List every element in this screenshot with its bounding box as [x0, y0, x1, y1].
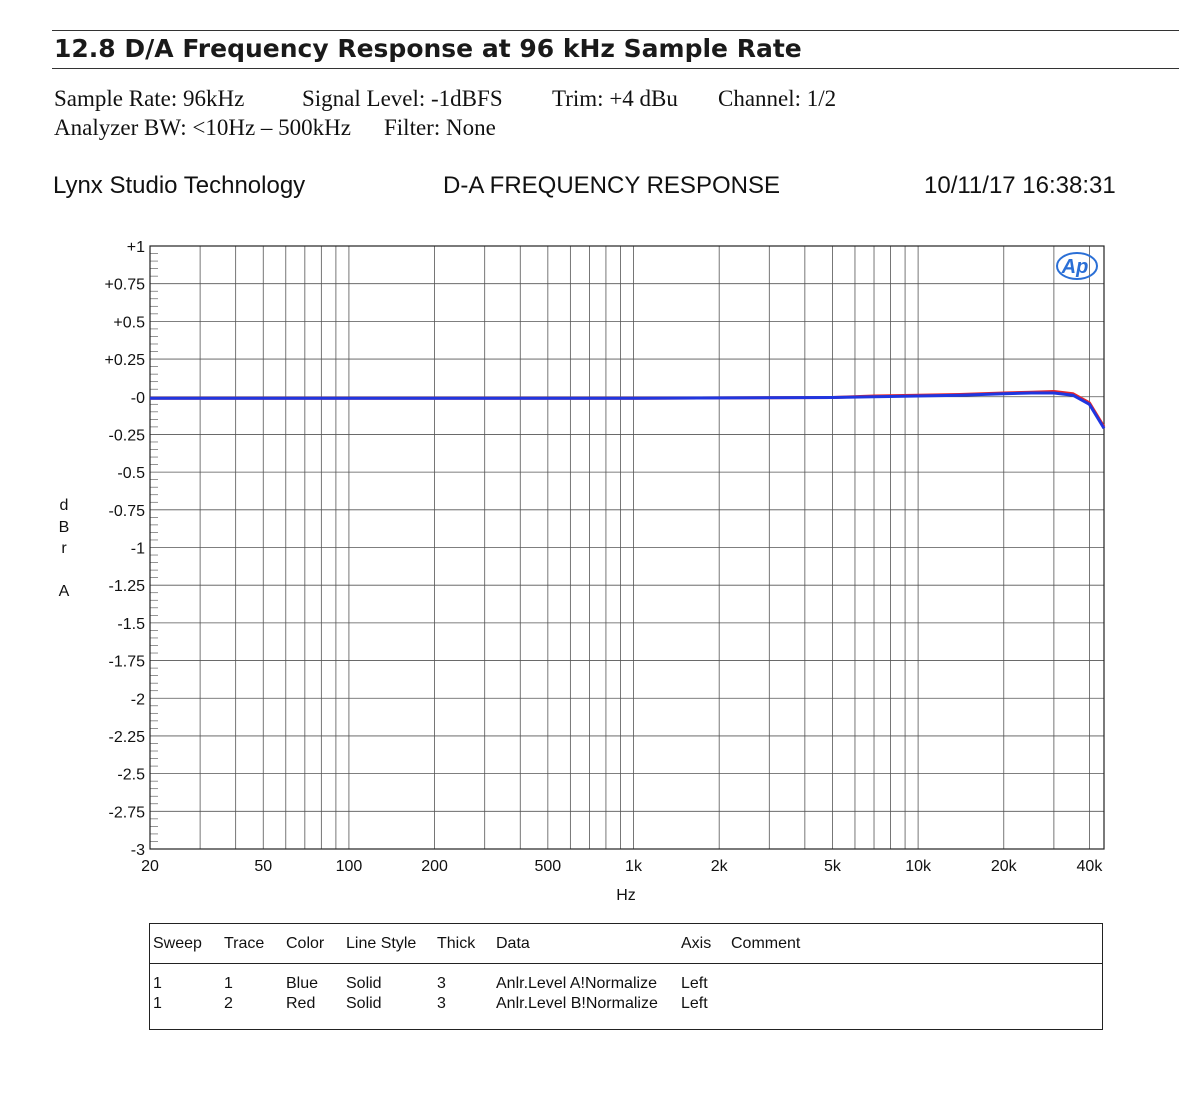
- legend-cell-trace: 2: [224, 995, 233, 1012]
- y-tick-label: -1.75: [109, 654, 146, 671]
- traces: [150, 390, 1106, 430]
- legend-header-axis: Axis: [681, 935, 712, 952]
- x-tick-label: 10k: [905, 858, 932, 875]
- legend-cell-trace: 1: [224, 975, 233, 992]
- y-tick-label: -0.25: [109, 427, 146, 444]
- meta-sample-rate: Sample Rate: 96kHz: [54, 86, 245, 111]
- x-axis-label: Hz: [616, 887, 636, 904]
- legend-cell-axis: Left: [681, 995, 708, 1012]
- y-tick-label: -2: [131, 691, 145, 708]
- y-tick-label: +0.5: [113, 314, 145, 331]
- meta-trim: Trim: +4 dBu: [552, 86, 678, 111]
- y-tick-label: -2.25: [109, 729, 146, 746]
- y-tick-label: -2.75: [109, 804, 146, 821]
- y-grid: [150, 245, 1104, 850]
- y-tick-label: +1: [127, 239, 145, 256]
- y-tick-label: -3: [131, 842, 145, 859]
- top-rule: [52, 30, 1179, 31]
- x-tick-label: 40k: [1077, 858, 1104, 875]
- y-tick-label: +0.25: [105, 352, 146, 369]
- x-tick-label: 5k: [824, 858, 842, 875]
- legend-cell-data: Anlr.Level A!Normalize: [496, 975, 657, 992]
- x-tick-labels: 20 50 100 200 500 1k 2k 5k 10k 20k 40k: [141, 858, 1103, 875]
- title-underline: [52, 68, 1179, 69]
- legend-cell-sweep: 1: [153, 975, 162, 992]
- legend-cell-line-style: Solid: [346, 975, 382, 992]
- y-tick-label: -1.25: [109, 578, 146, 595]
- meta-filter: Filter: None: [384, 115, 496, 140]
- chart-title: D-A FREQUENCY RESPONSE: [443, 172, 780, 199]
- legend-cell-line-style: Solid: [346, 995, 382, 1012]
- y-axis-label-char: B: [59, 519, 70, 536]
- legend-cell-color: Blue: [286, 975, 319, 992]
- x-tick-label: 50: [254, 858, 272, 875]
- y-tick-label: -0: [131, 390, 145, 407]
- y-axis-label-char: r: [61, 540, 67, 557]
- y-minor-ticks: [150, 253, 158, 842]
- y-tick-labels: +1 +0.75 +0.5 +0.25 -0 -0.25 -0.5 -0.75 -1 -1.25 -…: [105, 239, 146, 859]
- company-name: Lynx Studio Technology: [53, 172, 306, 199]
- meta-analyzer-bw: Analyzer BW: <10Hz – 500kHz: [54, 115, 351, 140]
- legend-cell-sweep: 1: [153, 995, 162, 1012]
- meta-channel: Channel: 1/2: [718, 86, 837, 111]
- legend-header-sweep: Sweep: [153, 935, 202, 952]
- y-axis-label-char: d: [60, 497, 69, 514]
- ap-logo-text: Ap: [1061, 256, 1089, 278]
- x-tick-label: 20: [141, 858, 159, 875]
- legend-header-thick: Thick: [437, 935, 476, 952]
- y-tick-label: -1.5: [117, 616, 145, 633]
- x-tick-label: 2k: [711, 858, 729, 875]
- series-line-2: [150, 391, 1106, 430]
- x-tick-label: 200: [421, 858, 448, 875]
- y-axis-label-char: A: [59, 583, 70, 600]
- legend-header-comment: Comment: [731, 935, 801, 952]
- y-tick-label: -0.5: [117, 465, 145, 482]
- x-tick-label: 100: [336, 858, 363, 875]
- legend-table: Sweep Trace Color Line Style Thick Data Axis Co…: [149, 923, 1103, 1030]
- legend-cell-thick: 3: [437, 975, 446, 992]
- section-title: 12.8 D/A Frequency Response at 96 kHz Sa…: [54, 34, 802, 63]
- y-tick-label: -1: [131, 541, 145, 558]
- y-tick-label: +0.75: [105, 277, 146, 294]
- legend-cell-axis: Left: [681, 975, 708, 992]
- legend-header-color: Color: [286, 935, 325, 952]
- x-tick-label: 500: [534, 858, 561, 875]
- legend-header-data: Data: [496, 935, 530, 952]
- x-tick-label: 1k: [625, 858, 643, 875]
- meta-signal-level: Signal Level: -1dBFS: [302, 86, 503, 111]
- frequency-response-chart: +1 +0.75 +0.5 +0.25 -0 -0.25 -0.5 -0.75 -1 -1.25 -…: [59, 239, 1106, 904]
- plot-frame: [149, 245, 1105, 850]
- legend-header-line-style: Line Style: [346, 935, 417, 952]
- y-tick-label: -0.75: [109, 503, 146, 520]
- timestamp: 10/11/17 16:38:31: [924, 172, 1116, 199]
- y-axis-label: dBr A: [59, 497, 70, 600]
- y-tick-label: -2.5: [117, 767, 145, 784]
- legend-cell-color: Red: [286, 995, 316, 1012]
- legend-header-trace: Trace: [224, 935, 265, 952]
- legend-cell-thick: 3: [437, 995, 446, 1012]
- ap-logo: Ap: [1056, 252, 1098, 280]
- x-tick-label: 20k: [991, 858, 1018, 875]
- legend-cell-data: Anlr.Level B!Normalize: [496, 995, 658, 1012]
- legend-header-row: Sweep Trace Color Line Style Thick Data Axis Co…: [150, 924, 1102, 964]
